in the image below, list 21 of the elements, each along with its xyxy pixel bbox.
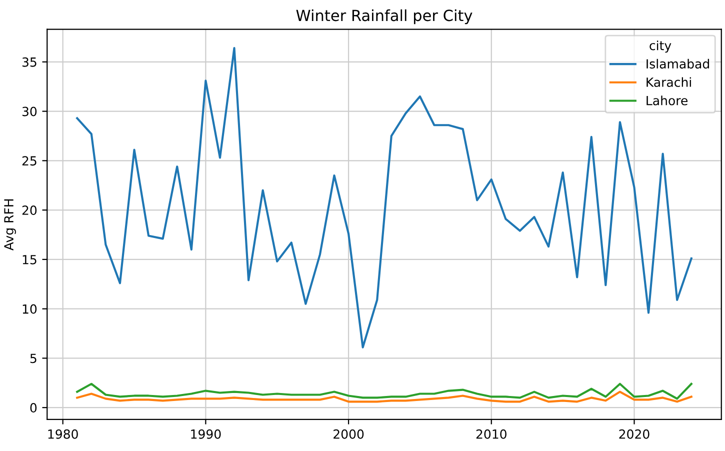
y-tick-label: 30 [22,106,37,116]
y-tick-label: 0 [30,403,37,413]
legend-label: Karachi [646,77,691,87]
x-tick-label: 1990 [191,429,221,439]
y-tick-label: 25 [22,156,36,166]
legend-label: Lahore [646,96,688,106]
y-tick-label: 20 [22,206,37,215]
line-series [76,390,692,403]
x-tick-label: 2010 [476,429,506,439]
y-axis-title: Avg RFH [4,199,16,250]
y-tick-label: 10 [22,304,37,314]
x-tick-label: 2000 [334,429,364,439]
chart-title: Winter Rainfall per City [296,9,472,24]
y-tick-label: 35 [22,57,36,67]
legend-title: city [650,40,672,53]
y-tick-label: 15 [22,255,36,264]
x-tick-label: 2020 [619,429,650,439]
y-tick-label: 5 [30,354,36,364]
line-series [76,382,692,400]
x-tick-label: 1980 [48,429,78,439]
legend-label: Islamabad [646,58,709,69]
